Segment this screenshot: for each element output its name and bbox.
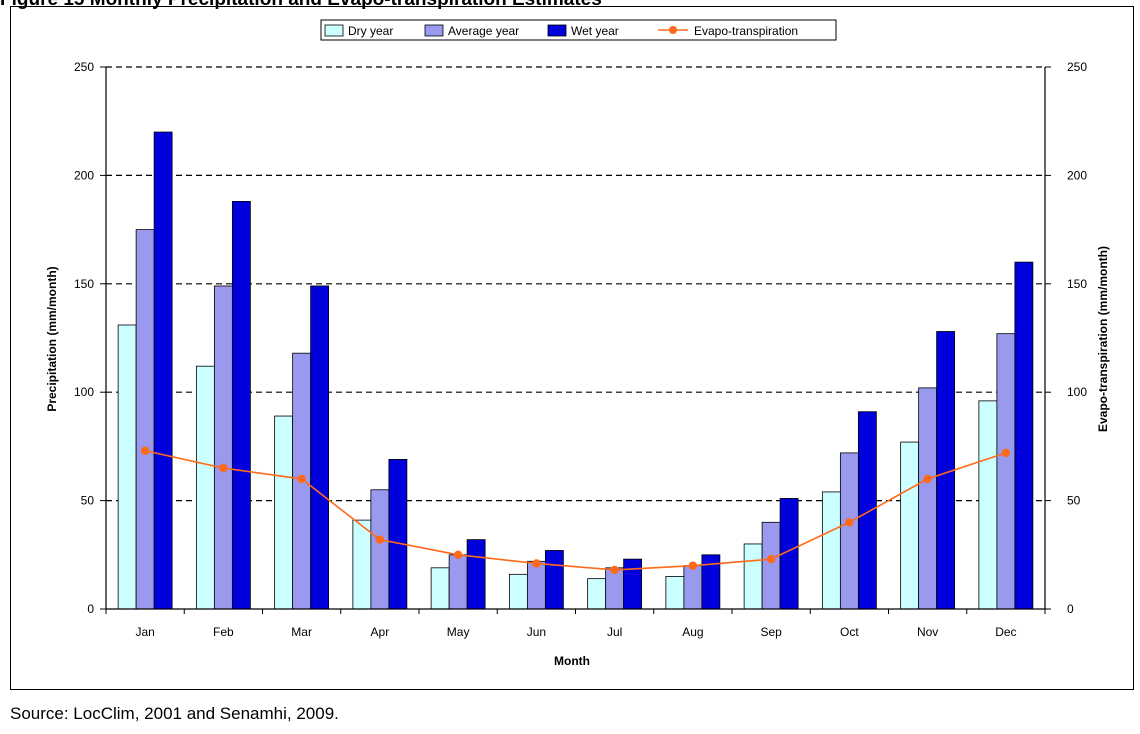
bar xyxy=(448,554,468,610)
bar xyxy=(117,324,137,610)
bar xyxy=(544,550,564,610)
legend-swatch xyxy=(424,24,444,37)
x-axis-title: Month xyxy=(554,654,590,668)
line-point xyxy=(219,463,228,473)
bar xyxy=(900,441,920,610)
y-tick-label: 50 xyxy=(81,494,95,508)
y2-tick-label: 200 xyxy=(1067,168,1087,182)
source-note: Source: LocClim, 2001 and Senamhi, 2009. xyxy=(10,704,339,723)
x-tick-label: Feb xyxy=(213,625,234,639)
x-tick-label: Oct xyxy=(840,625,859,639)
bar xyxy=(213,285,233,610)
y-tick-label: 150 xyxy=(74,277,94,291)
bar xyxy=(665,576,685,610)
legend-swatch xyxy=(547,24,567,37)
legend-swatch xyxy=(324,24,344,37)
tick-labels: 0 0 50 50 100 100 150 150 200 200 250 250 Jan Feb Mar A… xyxy=(74,60,1087,639)
x-tick-label: Mar xyxy=(291,625,312,639)
bar xyxy=(821,491,841,610)
bar xyxy=(466,539,486,610)
x-tick-label: May xyxy=(447,625,470,639)
legend-label: Wet year xyxy=(571,24,619,38)
legend: Dry year Average year Wet year Evapo-transp… xyxy=(320,19,837,41)
bar xyxy=(508,573,528,610)
chart-frame xyxy=(10,6,1134,690)
x-tick-label: Aug xyxy=(682,625,703,639)
legend-marker xyxy=(669,26,677,34)
y-axis-title: Precipitation (mm/month) xyxy=(45,266,59,411)
bar xyxy=(195,365,215,610)
line-point xyxy=(140,446,150,455)
x-tick-label: Nov xyxy=(917,625,938,639)
bar xyxy=(370,489,390,610)
bar xyxy=(1014,261,1034,610)
legend-box xyxy=(320,19,837,41)
line-point xyxy=(375,535,385,544)
bar xyxy=(274,415,294,610)
bars xyxy=(117,131,1034,610)
x-tick-label: Apr xyxy=(371,625,390,639)
bar xyxy=(587,578,607,610)
x-tick-label: Jul xyxy=(607,625,622,639)
line-point xyxy=(297,474,306,484)
legend-label: Average year xyxy=(448,24,519,38)
y2-axis-title: Evapo-transpiration (mm/month) xyxy=(1096,246,1110,432)
line-point xyxy=(766,554,776,564)
bar xyxy=(623,558,643,610)
bar xyxy=(978,400,998,610)
bar xyxy=(352,519,372,610)
y-tick-label: 250 xyxy=(74,60,94,74)
bar xyxy=(996,333,1016,610)
legend-label: Evapo-transpiration xyxy=(694,24,798,38)
figure-title: Figure 15 Monthly Precipitation and Evap… xyxy=(0,0,602,11)
bar xyxy=(526,560,546,610)
y-tick-label: 0 xyxy=(87,602,94,616)
line-point xyxy=(688,561,698,570)
evapotranspiration-line xyxy=(140,446,1011,575)
y-tick-label: 200 xyxy=(74,168,94,182)
bar xyxy=(918,387,938,610)
bar xyxy=(839,452,859,610)
bar xyxy=(857,411,877,610)
bar xyxy=(683,565,703,610)
line-series xyxy=(144,449,1007,571)
line-point xyxy=(1001,448,1011,458)
x-tick-label: Jan xyxy=(135,625,154,639)
bar xyxy=(153,131,173,610)
line-point xyxy=(610,565,619,575)
line-point xyxy=(923,474,932,484)
legend-label: Dry year xyxy=(348,24,393,38)
bar xyxy=(231,201,251,610)
y2-tick-label: 50 xyxy=(1067,494,1081,508)
bar xyxy=(135,229,155,610)
axes xyxy=(100,66,1051,614)
line-point xyxy=(532,559,541,568)
line-point xyxy=(845,518,854,527)
line-point xyxy=(453,550,463,559)
y2-tick-label: 100 xyxy=(1067,385,1087,399)
bar xyxy=(761,521,781,610)
y2-tick-label: 250 xyxy=(1067,60,1087,74)
x-tick-label: Jun xyxy=(527,625,546,639)
bar xyxy=(388,459,408,610)
y2-tick-label: 0 xyxy=(1067,602,1074,616)
bar xyxy=(743,543,763,610)
x-tick-label: Dec xyxy=(995,625,1016,639)
bar xyxy=(430,567,450,610)
y-tick-label: 100 xyxy=(74,385,94,399)
x-tick-label: Sep xyxy=(760,625,782,639)
y2-tick-label: 150 xyxy=(1067,277,1087,291)
bar xyxy=(310,285,330,610)
